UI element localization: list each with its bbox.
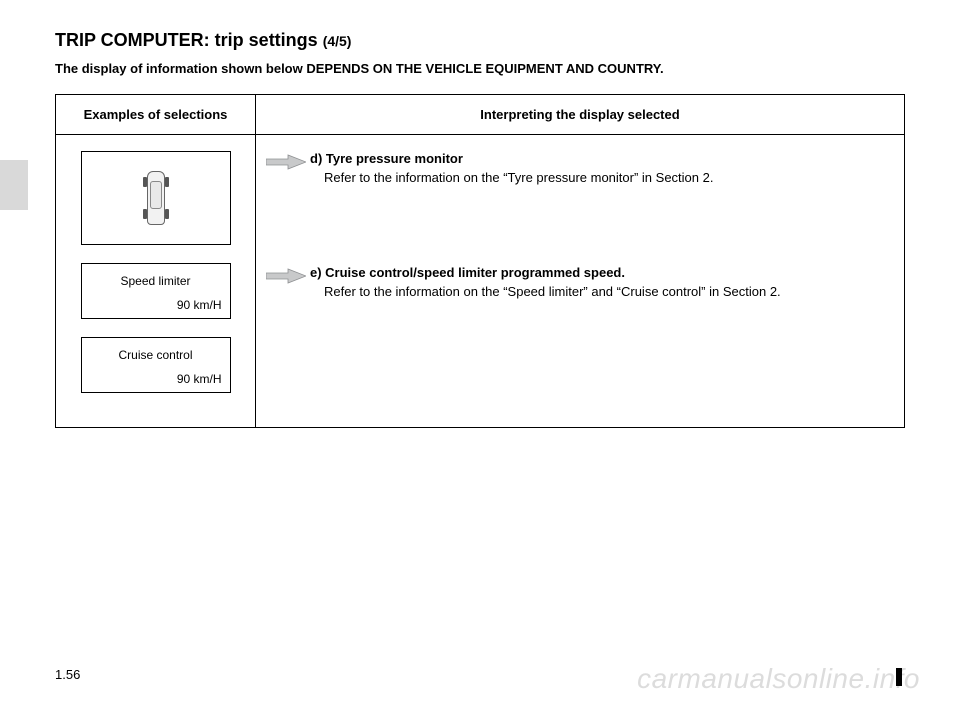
page-title: TRIP COMPUTER: trip settings (4/5) [55, 30, 905, 51]
speed-limiter-value: 90 km/H [90, 298, 222, 312]
interpret-heading: d) Tyre pressure monitor [310, 151, 894, 166]
header-right: Interpreting the display selected [256, 95, 905, 135]
title-main: TRIP COMPUTER: trip settings [55, 30, 323, 50]
arrow-right-icon [266, 151, 310, 176]
speed-limiter-label: Speed limiter [90, 274, 222, 288]
interpret-heading: e) Cruise control/speed limiter programm… [310, 265, 894, 280]
interpret-body: Refer to the information on the “Speed l… [310, 284, 894, 299]
subtitle-text: The display of information shown below D… [55, 61, 905, 76]
header-left: Examples of selections [56, 95, 256, 135]
arrow-right-icon [266, 265, 310, 290]
tyre-pressure-display-box [81, 151, 231, 245]
cruise-control-label: Cruise control [90, 348, 222, 362]
examples-cell: Speed limiter 90 km/H Cruise control 90 … [56, 135, 256, 428]
trip-settings-table: Examples of selections Interpreting the … [55, 94, 905, 428]
car-top-icon [143, 165, 169, 231]
side-tab [0, 160, 28, 210]
interpret-body: Refer to the information on the “Tyre pr… [310, 170, 894, 185]
cruise-control-value: 90 km/H [90, 372, 222, 386]
cruise-control-display-box: Cruise control 90 km/H [81, 337, 231, 393]
watermark-text: carmanualsonline.info [637, 663, 920, 695]
interpret-row: e) Cruise control/speed limiter programm… [266, 265, 894, 299]
page-number: 1.56 [55, 667, 80, 682]
title-sub: (4/5) [323, 33, 352, 49]
interpretation-cell: d) Tyre pressure monitor Refer to the in… [256, 135, 905, 428]
speed-limiter-display-box: Speed limiter 90 km/H [81, 263, 231, 319]
interpret-row: d) Tyre pressure monitor Refer to the in… [266, 151, 894, 185]
corner-mark-icon [896, 668, 902, 686]
